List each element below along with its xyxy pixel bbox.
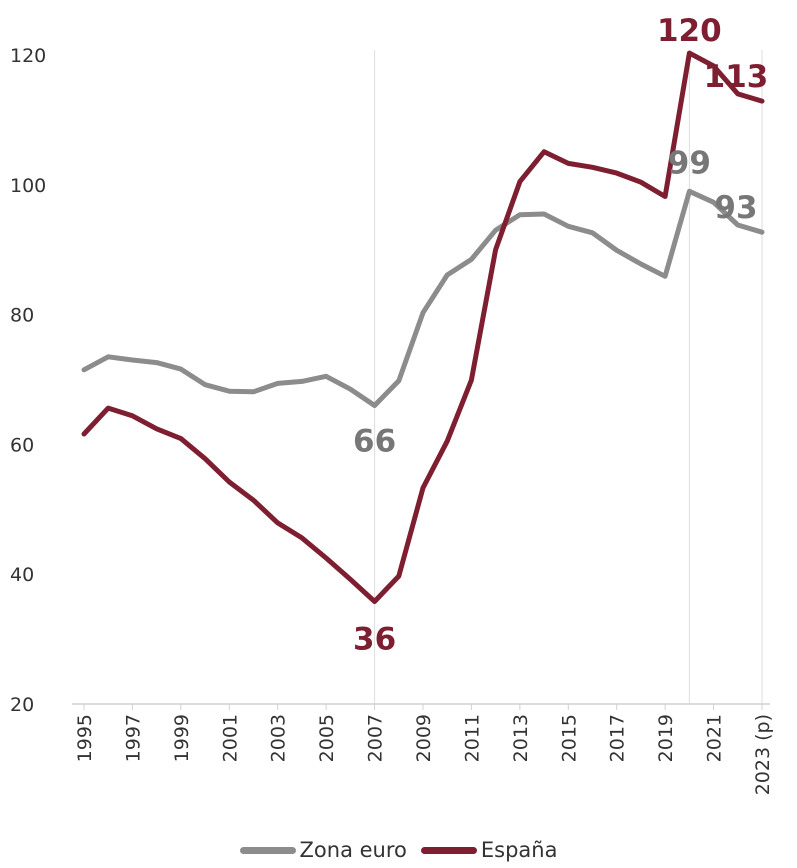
leader-lines (374, 50, 763, 704)
legend-item-zona-euro: Zona euro (239, 838, 407, 862)
y-tick-label: 80 (10, 305, 34, 327)
x-tick-label: 2011 (461, 714, 483, 762)
series-line-zona-euro (81, 188, 765, 408)
y-axis-ticks: 20 40 60 80 100 120 (10, 45, 46, 716)
y-tick-label: 120 (10, 45, 46, 67)
series-line-espana (81, 50, 765, 604)
data-label-zona-euro: 66 (353, 423, 396, 459)
y-tick-label: 60 (10, 434, 34, 456)
x-tick-label: 2021 (704, 714, 726, 762)
x-tick-label: 2013 (510, 714, 532, 762)
x-tick-label: 2023 (p) (752, 714, 774, 795)
x-tick-label: 2007 (365, 714, 387, 762)
legend-swatch-espana (420, 846, 477, 854)
series-lines (81, 50, 765, 604)
data-label-zona-euro: 93 (714, 190, 757, 226)
x-tick-label: 1995 (74, 714, 96, 762)
data-label-espana: 120 (657, 13, 722, 49)
data-label-zona-euro: 99 (668, 145, 711, 181)
y-tick-label: 100 (10, 175, 46, 197)
x-axis-ticks: 1995 1997 1999 2001 2003 2005 2007 2009 2011 2013… (74, 704, 774, 795)
legend-label-zona-euro: Zona euro (299, 838, 407, 862)
legend-label-espana: España (480, 838, 558, 862)
data-label-espana: 113 (704, 59, 769, 95)
legend-swatch-zona-euro (239, 846, 296, 854)
x-tick-label: 2015 (558, 714, 580, 762)
legend-item-espana: España (420, 838, 558, 862)
x-tick-label: 2017 (607, 714, 629, 762)
x-tick-label: 2003 (268, 714, 290, 762)
x-tick-label: 2019 (655, 714, 677, 762)
y-tick-label: 40 (10, 564, 34, 586)
x-tick-label: 1999 (171, 714, 193, 762)
y-tick-label: 20 (10, 694, 34, 716)
x-tick-label: 2001 (219, 714, 241, 762)
data-label-espana: 36 (353, 621, 396, 657)
legend: Zona euro España (0, 838, 797, 862)
x-tick-label: 2009 (413, 714, 435, 762)
x-tick-label: 1997 (122, 714, 144, 762)
x-tick-label: 2005 (316, 714, 338, 762)
